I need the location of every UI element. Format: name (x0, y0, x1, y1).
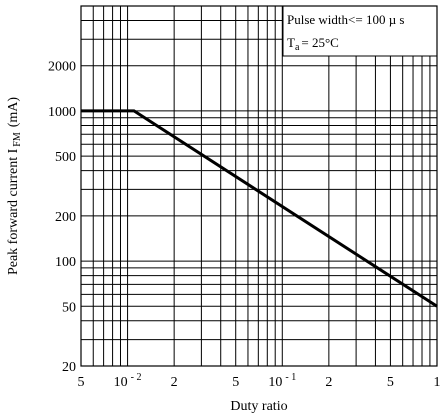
y-tick-label: 2000 (48, 60, 76, 75)
x-tick-label: 5 (78, 375, 85, 390)
y-gridlines (81, 5, 437, 367)
y-axis-label: Peak forward current IFM(mA) (6, 97, 23, 275)
y-tick-label: 1000 (48, 105, 76, 120)
annotation-line2: Ta = 25°C (287, 35, 339, 53)
y-tick-label: 50 (62, 300, 76, 315)
x-axis-label: Duty ratio (230, 399, 287, 414)
series-line (81, 109, 438, 308)
y-tick-labels: 20 50 100 200 500 1000 2000 (48, 60, 76, 375)
x-tick-label: 1 (434, 375, 441, 390)
annotation-line1: Pulse width<= 100 µ s (287, 12, 405, 27)
plot-frame (80, 5, 438, 367)
x-tick-label: 5 (232, 375, 239, 390)
y-tick-label: 500 (55, 150, 76, 165)
x-tick-label: 2 (171, 375, 178, 390)
x-tick-label: 10- 1 (268, 372, 296, 390)
x-gridlines (80, 6, 438, 366)
x-tick-label: 5 (387, 375, 394, 390)
series-layer (81, 109, 438, 308)
x-tick-label: 10- 2 (114, 372, 142, 390)
x-tick-labels: 5 10- 2 2 5 10- 1 2 5 1 (78, 372, 441, 390)
x-tick-label: 2 (325, 375, 332, 390)
y-tick-label: 20 (62, 360, 76, 375)
y-tick-label: 100 (55, 255, 76, 270)
y-tick-label: 200 (55, 210, 76, 225)
